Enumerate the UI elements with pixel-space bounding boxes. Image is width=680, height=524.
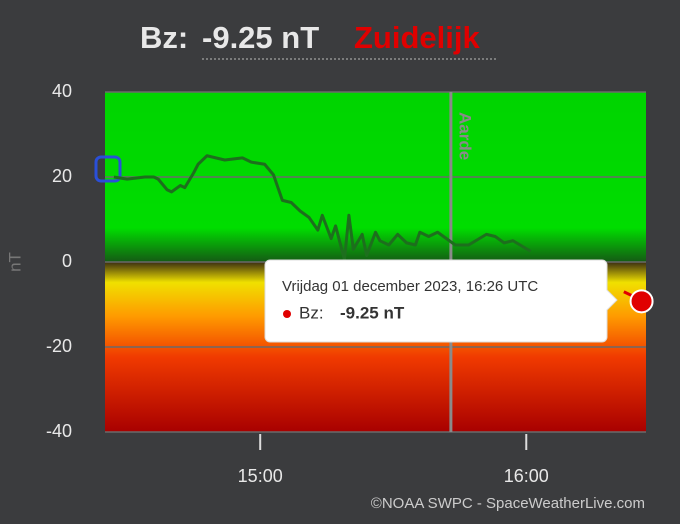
y-tick-label: 0 bbox=[62, 251, 72, 271]
tooltip: Vrijdag 01 december 2023, 16:26 UTC Bz: … bbox=[264, 259, 618, 343]
title-direction: Zuidelijk bbox=[354, 20, 481, 55]
y-tick-label: 40 bbox=[52, 81, 72, 101]
tooltip-value: -9.25 nT bbox=[340, 303, 405, 322]
highlight-point bbox=[629, 289, 654, 314]
tooltip-box bbox=[264, 259, 618, 343]
credit: ©NOAA SWPC - SpaceWeatherLive.com bbox=[371, 495, 645, 512]
x-tick-label: 15:00 bbox=[238, 466, 283, 486]
tooltip-date: Vrijdag 01 december 2023, 16:26 UTC bbox=[282, 278, 538, 295]
tooltip-dot bbox=[283, 310, 291, 318]
tooltip-label: Bz: bbox=[299, 303, 324, 322]
x-tick-label: 16:00 bbox=[504, 466, 549, 486]
y-tick-label: -20 bbox=[46, 336, 72, 356]
y-axis-label: nT bbox=[5, 252, 24, 272]
y-tick-label: 20 bbox=[52, 166, 72, 186]
annotation-label: Aarde bbox=[455, 112, 474, 160]
title-label: Bz: bbox=[140, 20, 188, 55]
selection-box bbox=[94, 155, 122, 183]
y-tick-label: -40 bbox=[46, 421, 72, 441]
data-line bbox=[113, 154, 532, 262]
title-value: -9.25 nT bbox=[202, 20, 319, 55]
